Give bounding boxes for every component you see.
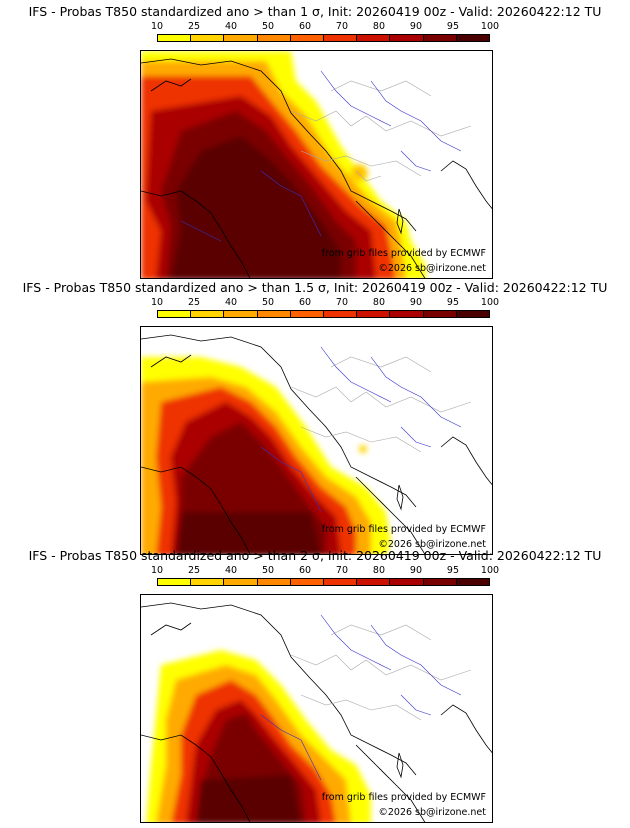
source-credit: from grib files provided by ECMWF	[321, 792, 486, 803]
probability-map: from grib files provided by ECMWF ©2026 …	[140, 594, 493, 823]
panel-title: IFS - Probas T850 standardized ano > tha…	[28, 4, 602, 19]
copyright-credit: ©2026 sb@irizone.net	[378, 263, 486, 274]
colorbar-label: 80	[372, 297, 386, 308]
colorbar-swatch	[357, 311, 391, 317]
colorbar-swatches	[157, 310, 490, 318]
coastlines	[141, 334, 492, 554]
colorbar-swatch	[191, 35, 225, 41]
colorbar-swatch	[423, 579, 457, 585]
colorbar-label: 70	[335, 565, 349, 576]
colorbar-label: 50	[261, 565, 275, 576]
forecast-panel-3: IFS - Probas T850 standardized ano > tha…	[0, 548, 630, 823]
coastlines	[141, 602, 492, 822]
rivers	[260, 614, 462, 781]
colorbar-swatch	[257, 579, 291, 585]
colorbar-swatch	[423, 311, 457, 317]
probability-map: from grib files provided by ECMWF ©2026 …	[140, 50, 493, 279]
colorbar-label: 50	[261, 21, 275, 32]
colorbar-swatch	[257, 311, 291, 317]
probability-colorbar: 10 25 40 50 60 70 80 90 95 100	[151, 21, 499, 43]
colorbar-label: 95	[446, 297, 460, 308]
colorbar-label: 95	[446, 21, 460, 32]
probability-colorbar: 10 25 40 50 60 70 80 90 95 100	[151, 297, 499, 319]
rivers	[260, 346, 462, 513]
colorbar-label: 10	[150, 21, 164, 32]
map-canvas	[141, 51, 492, 278]
colorbar-swatch	[224, 311, 258, 317]
colorbar-label: 60	[298, 21, 312, 32]
panel-title: IFS - Probas T850 standardized ano > tha…	[28, 548, 602, 563]
colorbar-label: 25	[187, 297, 201, 308]
colorbar-swatch	[324, 35, 358, 41]
probability-map: from grib files provided by ECMWF ©2026 …	[140, 326, 493, 555]
colorbar-label: 40	[224, 297, 238, 308]
colorbar-swatch	[290, 311, 325, 317]
colorbar-label: 25	[187, 565, 201, 576]
panel-title: IFS - Probas T850 standardized ano > tha…	[22, 280, 608, 295]
colorbar-label: 90	[409, 565, 423, 576]
colorbar-swatch	[224, 35, 258, 41]
borders	[290, 624, 472, 721]
colorbar-swatch	[158, 579, 192, 585]
colorbar-swatch	[357, 579, 391, 585]
coastlines	[141, 58, 492, 278]
map-canvas	[141, 602, 492, 822]
colorbar-swatch	[324, 311, 358, 317]
colorbar-label: 70	[335, 297, 349, 308]
colorbar-swatch	[158, 311, 192, 317]
colorbar-label: 50	[261, 297, 275, 308]
colorbar-label: 100	[480, 565, 500, 576]
copyright-credit: ©2026 sb@irizone.net	[378, 807, 486, 818]
colorbar-swatch	[224, 579, 258, 585]
source-credit: from grib files provided by ECMWF	[321, 524, 486, 535]
colorbar-label: 90	[409, 297, 423, 308]
colorbar-swatch	[390, 35, 424, 41]
colorbar-swatch	[456, 579, 490, 585]
colorbar-swatch	[257, 35, 291, 41]
colorbar-label: 10	[150, 297, 164, 308]
colorbar-swatch	[191, 311, 225, 317]
colorbar-swatches	[157, 34, 490, 42]
colorbar-swatch	[456, 311, 490, 317]
source-credit: from grib files provided by ECMWF	[321, 248, 486, 259]
colorbar-label: 70	[335, 21, 349, 32]
colorbar-label: 40	[224, 565, 238, 576]
colorbar-swatch	[456, 35, 490, 41]
colorbar-swatches	[157, 578, 490, 586]
colorbar-labels: 10 25 40 50 60 70 80 90 95 100	[151, 565, 499, 577]
borders	[290, 356, 472, 453]
colorbar-swatch	[191, 579, 225, 585]
colorbar-labels: 10 25 40 50 60 70 80 90 95 100	[151, 297, 499, 309]
copyright-credit: ©2026 sb@irizone.net	[378, 539, 486, 550]
colorbar-swatch	[324, 579, 358, 585]
forecast-panel-1: IFS - Probas T850 standardized ano > tha…	[0, 4, 630, 279]
colorbar-swatch	[290, 579, 325, 585]
colorbar-label: 80	[372, 21, 386, 32]
colorbar-label: 90	[409, 21, 423, 32]
colorbar-labels: 10 25 40 50 60 70 80 90 95 100	[151, 21, 499, 33]
map-canvas	[141, 334, 492, 554]
colorbar-swatch	[290, 35, 325, 41]
colorbar-label: 40	[224, 21, 238, 32]
colorbar-label: 60	[298, 297, 312, 308]
colorbar-label: 80	[372, 565, 386, 576]
colorbar-swatch	[158, 35, 192, 41]
probability-colorbar: 10 25 40 50 60 70 80 90 95 100	[151, 565, 499, 587]
colorbar-label: 95	[446, 565, 460, 576]
colorbar-swatch	[423, 35, 457, 41]
colorbar-label: 10	[150, 565, 164, 576]
colorbar-label: 100	[480, 21, 500, 32]
colorbar-label: 100	[480, 297, 500, 308]
forecast-panel-2: IFS - Probas T850 standardized ano > tha…	[0, 280, 630, 555]
colorbar-swatch	[357, 35, 391, 41]
colorbar-swatch	[390, 579, 424, 585]
rivers	[180, 70, 462, 242]
colorbar-label: 25	[187, 21, 201, 32]
colorbar-swatch	[390, 311, 424, 317]
colorbar-label: 60	[298, 565, 312, 576]
